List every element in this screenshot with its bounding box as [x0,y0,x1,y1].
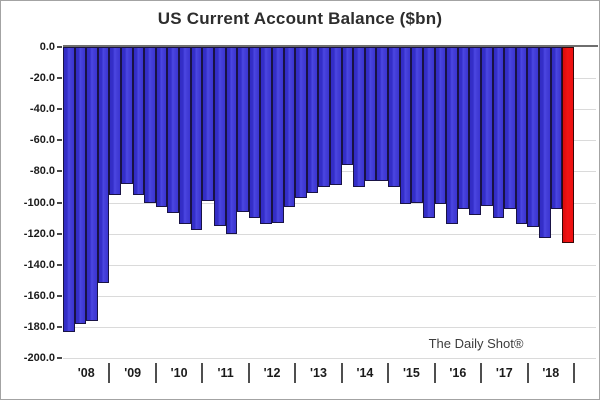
y-axis-tick [57,325,62,328]
x-year-label: '08 [77,366,95,380]
bar [353,47,365,187]
y-axis-tick [57,77,62,80]
bar [283,47,296,208]
bar-latest-highlight [562,47,574,243]
y-axis-tick [57,139,62,142]
y-axis-tick [57,170,62,173]
y-tick-label: -80.0 [29,165,55,178]
bar [179,47,191,225]
x-axis-tick [480,363,483,383]
x-year-label: '13 [310,366,327,380]
bar [504,47,516,209]
y-tick-label: -200.0 [23,352,55,364]
bar [86,47,98,321]
x-year-label: '16 [449,366,467,380]
bar [306,47,319,194]
y-axis-tick [57,46,62,48]
bar [318,47,331,187]
bar [271,47,284,223]
bar [74,47,87,324]
y-tick-label: -40.0 [29,103,55,116]
y-axis-tick [57,108,62,111]
gridline [63,326,596,328]
gridline [63,295,596,297]
y-tick-label: -100.0 [23,196,55,209]
bar [155,47,168,208]
y-tick-label: 0.0 [39,41,55,53]
bar [538,47,551,239]
x-year-label: '17 [495,366,513,380]
bar [63,47,75,332]
bar [446,47,458,225]
bar [213,47,226,226]
bar [469,47,481,215]
bar [295,47,307,198]
gridline [63,358,596,359]
bar [480,47,493,206]
bar [225,47,238,234]
bar [434,47,447,205]
gridline [63,233,596,235]
x-axis-tick [108,363,111,383]
x-axis-tick [526,363,529,383]
bar [237,47,249,212]
y-axis-tick [57,294,62,297]
y-tick-label: -20.0 [29,72,55,85]
gridline [63,264,596,266]
bar [330,47,342,186]
bar [550,47,563,209]
bar [492,47,505,219]
y-tick-label: -120.0 [23,227,55,240]
bar [376,47,389,181]
y-axis-tick [57,357,62,359]
y-axis-tick [57,201,62,204]
bar [388,47,400,187]
bar [167,47,180,214]
y-tick-label: -140.0 [23,258,55,271]
bar [411,47,423,203]
bar [144,47,156,203]
bar [121,47,133,184]
x-year-label: '14 [356,366,374,380]
bar [190,47,203,231]
y-tick-label: -160.0 [23,289,55,302]
x-axis-tick [247,363,250,383]
y-tick-label: -60.0 [29,134,55,147]
y-axis-tick [57,263,62,266]
bar [527,47,539,228]
x-axis-tick [294,363,297,383]
x-axis-tick [154,363,157,383]
x-axis-tick [387,363,390,383]
chart-title: US Current Account Balance ($bn) [157,9,443,28]
bar [515,47,528,225]
x-year-label: '11 [217,366,234,380]
x-year-label: '12 [263,366,281,380]
x-year-label: '10 [170,366,188,380]
watermark: The Daily Shot® [428,336,524,351]
bar [341,47,354,166]
x-axis-tick [340,363,343,383]
x-axis-tick [201,363,204,383]
gridline [63,202,596,204]
x-axis-tick [573,363,575,383]
bar [109,47,122,195]
zero-gridline [63,45,598,47]
x-axis-tick [433,363,436,383]
x-year-label: '09 [124,366,142,380]
bar-series [63,47,574,358]
bar [457,47,470,209]
y-axis-tick [57,232,62,235]
bar [97,47,110,284]
x-year-label: '18 [542,366,560,380]
bar [399,47,412,205]
bar [260,47,272,225]
bar [364,47,377,181]
bar [202,47,214,201]
x-year-label: '15 [402,366,420,380]
y-tick-label: -180.0 [23,320,55,333]
bar [248,47,261,219]
bar [132,47,145,195]
bar [422,47,435,219]
